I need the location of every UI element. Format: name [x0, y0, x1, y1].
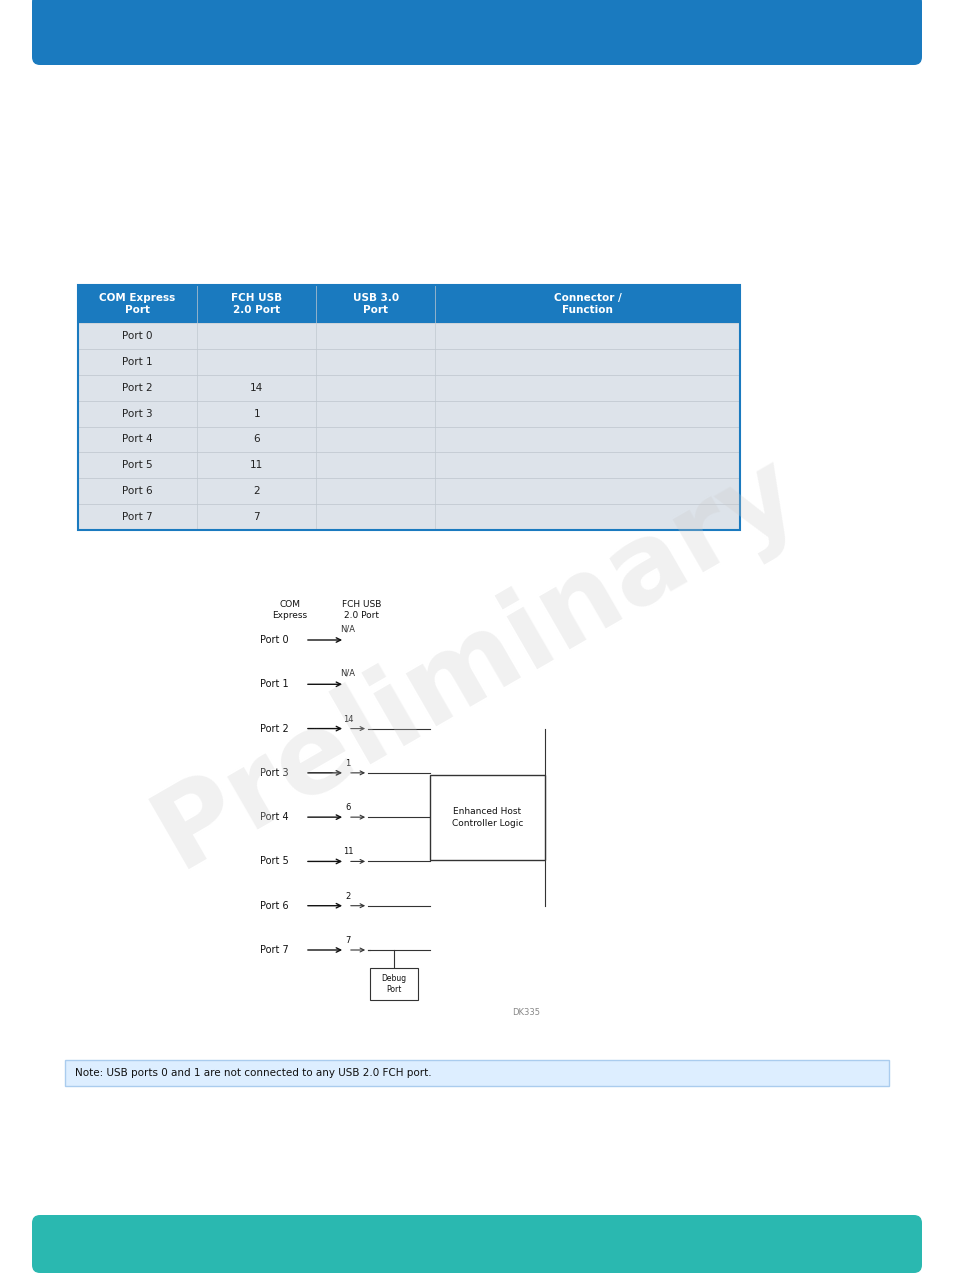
Bar	[370, 967, 417, 1001]
Text: Port 1: Port 1	[260, 680, 289, 689]
Text: Port 2: Port 2	[260, 723, 289, 733]
Text: Connector /
Function: Connector / Function	[554, 293, 621, 316]
Text: N/A: N/A	[340, 668, 355, 677]
Text: 11: 11	[250, 461, 263, 470]
Text: 11: 11	[342, 848, 353, 857]
Text: 1: 1	[345, 759, 351, 768]
Bar	[78, 426, 740, 452]
FancyBboxPatch shape	[32, 1214, 921, 1273]
Text: Port 6: Port 6	[122, 486, 152, 496]
Text: N/A: N/A	[340, 624, 355, 633]
Text: Port 7: Port 7	[260, 945, 289, 955]
Bar	[78, 374, 740, 401]
Bar	[78, 479, 740, 504]
Bar	[78, 285, 740, 530]
Text: 7: 7	[253, 512, 260, 522]
Text: COM Express
Port: COM Express Port	[99, 293, 175, 316]
Bar	[65, 1060, 888, 1086]
Text: Port 4: Port 4	[260, 812, 289, 822]
Bar	[78, 285, 740, 323]
Bar	[430, 775, 544, 859]
Text: 1: 1	[253, 409, 260, 419]
Bar	[78, 452, 740, 479]
Text: FCH USB
2.0 Port: FCH USB 2.0 Port	[231, 293, 282, 316]
Bar	[78, 401, 740, 426]
Bar	[78, 349, 740, 374]
Text: Port 7: Port 7	[122, 512, 152, 522]
Text: 7: 7	[345, 936, 351, 945]
Text: Enhanced Host
Controller Logic: Enhanced Host Controller Logic	[452, 807, 522, 827]
FancyBboxPatch shape	[32, 0, 921, 65]
Text: 6: 6	[253, 434, 260, 444]
Text: Port 5: Port 5	[122, 461, 152, 470]
Text: 2: 2	[253, 486, 260, 496]
Text: Port 5: Port 5	[260, 857, 289, 867]
Text: USB 3.0
Port: USB 3.0 Port	[353, 293, 398, 316]
Text: Port 0: Port 0	[122, 331, 152, 341]
Bar	[78, 323, 740, 349]
Text: Port 4: Port 4	[122, 434, 152, 444]
Text: 14: 14	[250, 383, 263, 392]
Text: Port 2: Port 2	[122, 383, 152, 392]
Text: Port 1: Port 1	[122, 356, 152, 367]
Text: COM
Express: COM Express	[273, 600, 307, 620]
Text: Port 6: Port 6	[260, 901, 289, 910]
Text: 14: 14	[342, 714, 353, 723]
Text: Port 3: Port 3	[122, 409, 152, 419]
Text: Preliminary: Preliminary	[136, 434, 817, 890]
Text: 2: 2	[345, 891, 351, 901]
Text: Debug
Port: Debug Port	[381, 974, 406, 994]
Text: Port 3: Port 3	[260, 768, 289, 778]
Text: 6: 6	[345, 803, 351, 812]
Text: DK335: DK335	[512, 1008, 539, 1017]
Bar	[78, 504, 740, 530]
Text: FCH USB
2.0 Port: FCH USB 2.0 Port	[342, 600, 381, 620]
Text: Port 0: Port 0	[260, 635, 289, 645]
Text: Note: USB ports 0 and 1 are not connected to any USB 2.0 FCH port.: Note: USB ports 0 and 1 are not connecte…	[75, 1068, 431, 1078]
